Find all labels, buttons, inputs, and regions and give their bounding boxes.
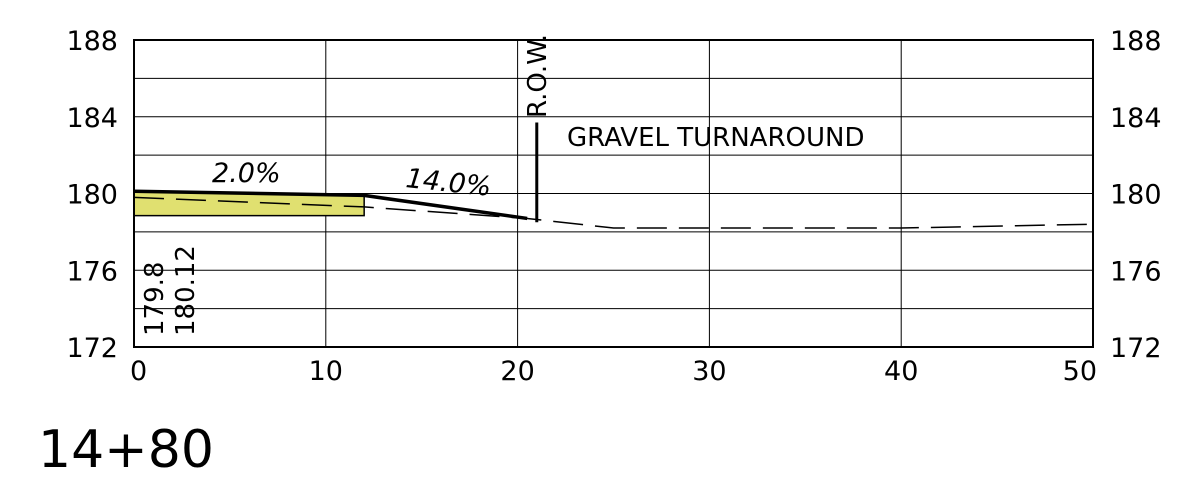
x-tick-label: 40 <box>884 356 918 387</box>
plot-frame <box>133 39 1094 348</box>
lines <box>133 122 1094 229</box>
tick-labels: 188 188 184 184 180 180 176 176 172 172 0 10 20 30 40 5… <box>66 26 1161 387</box>
elevation-proposed-label: 180.12 <box>171 245 201 336</box>
y-tick-label-right: 180 <box>1110 180 1162 211</box>
y-tick-label-right: 176 <box>1110 256 1162 287</box>
y-tick-label-left: 184 <box>66 103 118 134</box>
y-tick-label-left: 176 <box>66 256 118 287</box>
x-tick-label: 20 <box>500 356 534 387</box>
slope-label-14pct: 14.0% <box>404 163 493 203</box>
elevation-existing-label: 179.8 <box>140 262 170 336</box>
slope-label-2pct: 2.0% <box>212 158 281 189</box>
existing-ground-line <box>133 196 1094 229</box>
x-tick-label: 0 <box>130 356 147 387</box>
y-tick-label-left: 180 <box>66 180 118 211</box>
row-label: R.O.W. <box>523 34 553 118</box>
proposed-surface-line <box>133 189 528 221</box>
y-tick-label-right: 188 <box>1110 26 1162 57</box>
y-tick-label-left: 172 <box>66 333 118 364</box>
x-tick-label: 10 <box>309 356 343 387</box>
x-tick-label: 30 <box>692 356 726 387</box>
y-tick-label-right: 184 <box>1110 103 1162 134</box>
x-tick-label: 50 <box>1063 356 1097 387</box>
gravel-turnaround-label: GRAVEL TURNAROUND <box>567 123 865 153</box>
y-tick-label-left: 188 <box>66 26 118 57</box>
station-label: 14+80 <box>38 420 214 480</box>
y-tick-label-right: 172 <box>1110 333 1162 364</box>
